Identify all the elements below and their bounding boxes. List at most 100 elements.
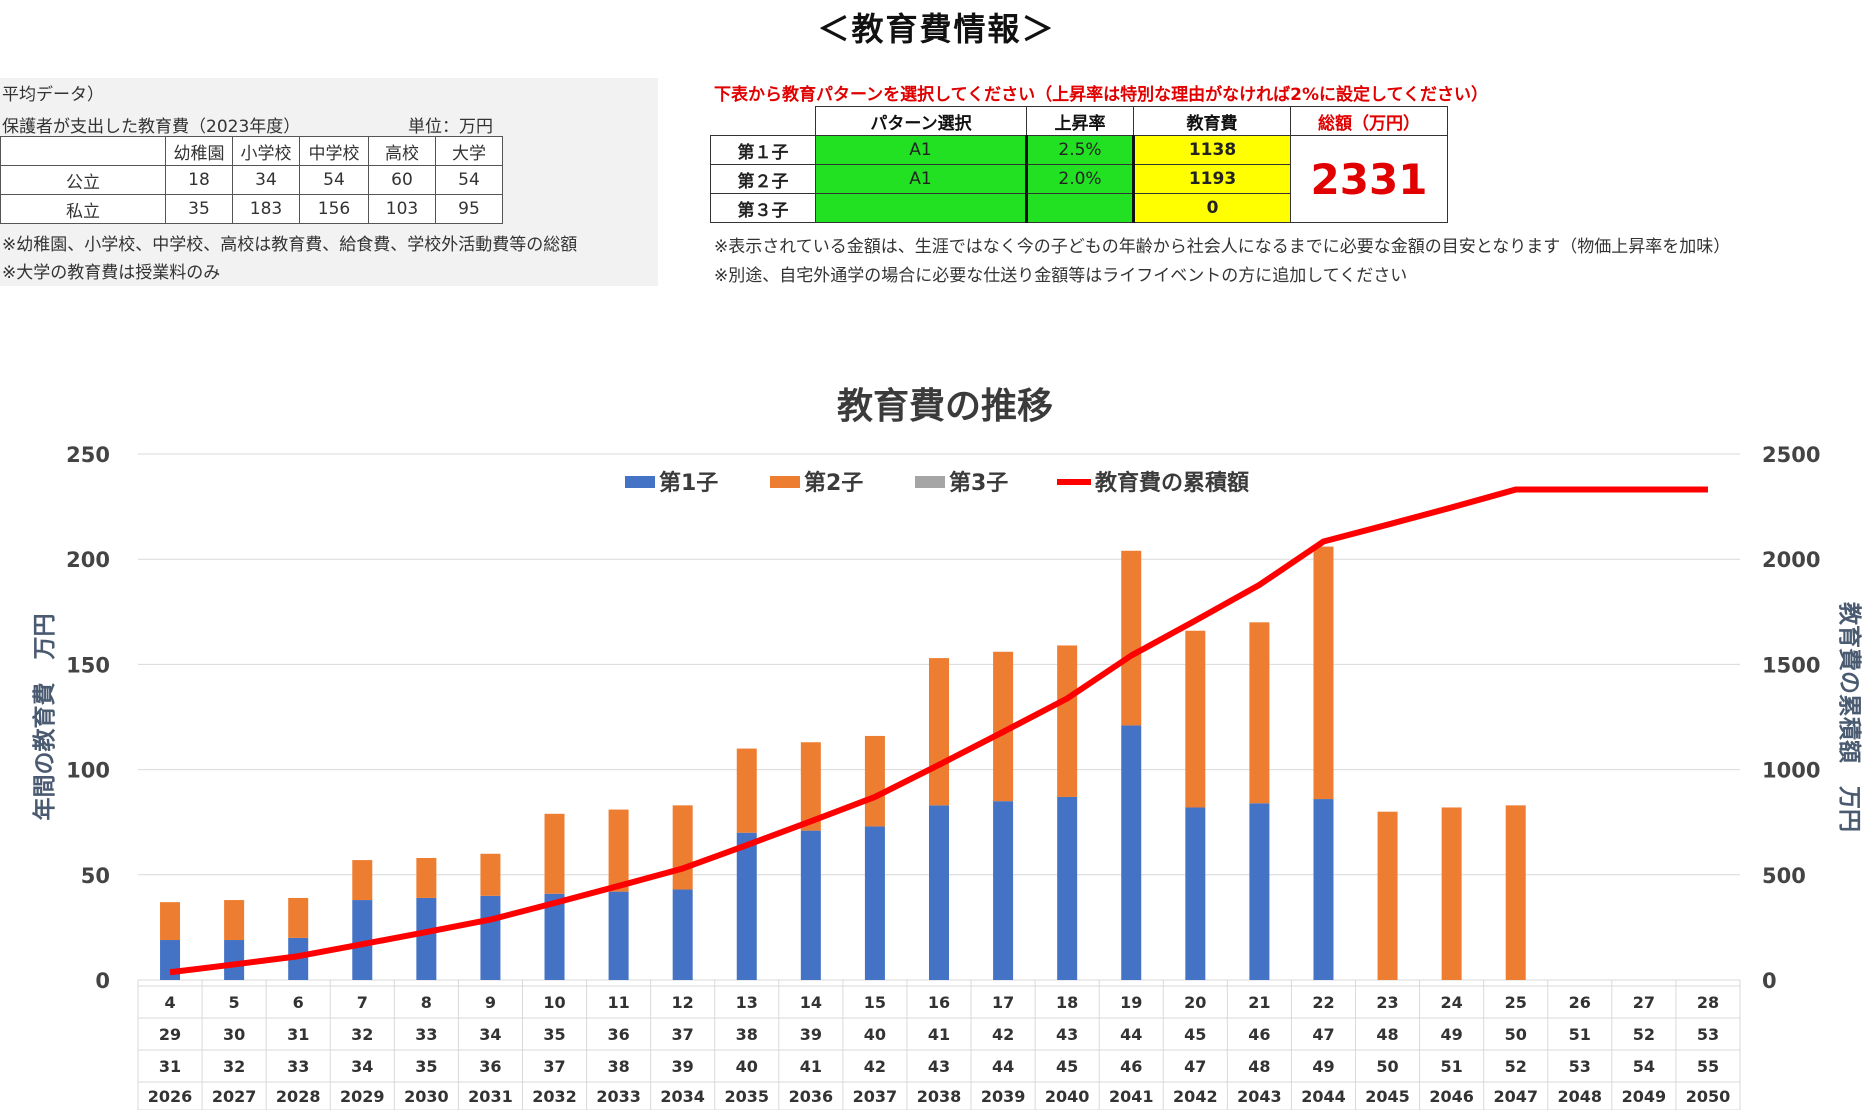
bar-series-1 [480,895,501,980]
x-tick-label: 42 [864,1057,886,1076]
legend-swatch [625,476,655,488]
x-tick-label: 2026 [148,1087,193,1106]
x-tick-label: 49 [1312,1057,1334,1076]
x-tick-label: 2047 [1493,1087,1538,1106]
x-tick-label: 51 [1569,1025,1591,1044]
bar-series-1 [544,893,565,980]
page-title: ＜教育費情報＞ [817,10,1056,48]
rate-input-child-1[interactable]: 2.5% [1025,135,1135,165]
x-tick-label: 34 [479,1025,501,1044]
x-tick-label: 36 [607,1025,629,1044]
x-tick-label: 31 [159,1057,181,1076]
x-tick-label: 2029 [340,1087,385,1106]
x-tick-label: 2042 [1173,1087,1218,1106]
y-tick-label: 250 [66,443,110,467]
x-tick-label: 2032 [532,1087,577,1106]
x-tick-label: 44 [1120,1025,1142,1044]
x-tick-label: 15 [864,993,886,1012]
reference-unit: 単位：万円 [408,117,493,137]
bar-series-1 [352,900,373,980]
cumulative-line [169,486,1708,976]
x-tick-label: 26 [1569,993,1591,1012]
bar-series-2 [1185,630,1206,808]
x-tick-label: 2038 [917,1087,962,1106]
education-cost-chart: 教育費の推移0501001502002500500100015002000250… [31,386,1863,1110]
x-tick-label: 45 [1056,1057,1078,1076]
x-tick-label: 13 [736,993,758,1012]
x-tick-label: 6 [293,993,304,1012]
x-tick-label: 41 [928,1025,950,1044]
x-tick-label: 30 [223,1025,245,1044]
cost-value-child-3: 0 [1133,193,1291,223]
reference-header-kindergarten: 幼稚園 [165,136,233,166]
bar-series-1 [1057,796,1078,980]
x-tick-label: 23 [1376,993,1398,1012]
bar-series-2 [416,857,437,898]
reference-cell: 156 [299,194,369,224]
x-tick-label: 5 [229,993,240,1012]
x-tick-label: 12 [672,993,694,1012]
y2-tick-label: 0 [1762,969,1777,993]
pattern-select-child-3[interactable] [815,193,1027,223]
bar-series-2 [1121,550,1142,726]
x-tick-label: 21 [1248,993,1270,1012]
y2-tick-label: 2000 [1762,548,1820,572]
pattern-select-child-2[interactable]: A1 [815,164,1027,194]
x-tick-label: 2028 [276,1087,321,1106]
x-tick-label: 33 [415,1025,437,1044]
selection-row-label: 第３子 [710,193,816,223]
x-tick-label: 49 [1441,1025,1463,1044]
y2-tick-label: 500 [1762,864,1806,888]
reference-cell: 54 [299,165,369,195]
cost-value-child-1: 1138 [1133,135,1291,165]
x-tick-label: 16 [928,993,950,1012]
legend-swatch [915,476,945,488]
bar-series-1 [1121,725,1142,980]
x-tick-label: 32 [223,1057,245,1076]
x-tick-label: 54 [1633,1057,1655,1076]
reference-header-blank [0,136,166,166]
x-tick-label: 48 [1248,1057,1270,1076]
legend-label: 第3子 [949,470,1008,496]
x-tick-label: 43 [928,1057,950,1076]
bar-series-2 [1313,546,1334,800]
bar-series-2 [224,900,245,941]
x-tick-label: 14 [800,993,822,1012]
bar-series-1 [416,897,437,980]
x-tick-label: 29 [159,1025,181,1044]
selection-row-child-3: 第３子 0 [710,193,1448,223]
bar-series-1 [929,805,949,980]
x-tick-label: 11 [607,993,629,1012]
x-tick-label: 2027 [212,1087,257,1106]
y-tick-label: 50 [81,864,110,888]
x-tick-label: 18 [1056,993,1078,1012]
x-tick-label: 37 [543,1057,565,1076]
x-tick-label: 2044 [1301,1087,1346,1106]
bar-series-2 [544,813,565,894]
bar-series-2 [1057,645,1078,797]
x-tick-label: 34 [351,1057,373,1076]
pattern-select-child-1[interactable]: A1 [815,135,1027,165]
x-tick-label: 27 [1633,993,1655,1012]
x-tick-label: 48 [1376,1025,1398,1044]
x-tick-label: 45 [1184,1025,1206,1044]
selection-note-2: ※別途、自宅外通学の場合に必要な仕送り金額等はライフイベントの方に追加してくださ… [714,266,1408,286]
y-axis-label: 年間の教育費 万円 [31,614,58,821]
x-tick-label: 24 [1441,993,1463,1012]
x-tick-label: 53 [1569,1057,1591,1076]
x-tick-label: 47 [1184,1057,1206,1076]
x-tick-label: 44 [992,1057,1014,1076]
x-tick-label: 37 [672,1025,694,1044]
selection-table: パターン選択 上昇率 教育費 総額（万円） 第１子 A1 2.5% 1138 2… [710,106,1448,223]
rate-input-child-3[interactable] [1025,193,1135,223]
x-tick-label: 4 [164,993,175,1012]
x-tick-label: 2040 [1045,1087,1090,1106]
x-tick-label: 53 [1697,1025,1719,1044]
x-tick-label: 2037 [853,1087,898,1106]
reference-subheading: 保護者が支出した教育費（2023年度） [2,117,301,137]
bar-series-1 [864,826,885,980]
bar-series-1 [1185,807,1206,980]
rate-input-child-2[interactable]: 2.0% [1025,164,1135,194]
bar-series-1 [1313,799,1334,980]
x-tick-label: 55 [1697,1057,1719,1076]
